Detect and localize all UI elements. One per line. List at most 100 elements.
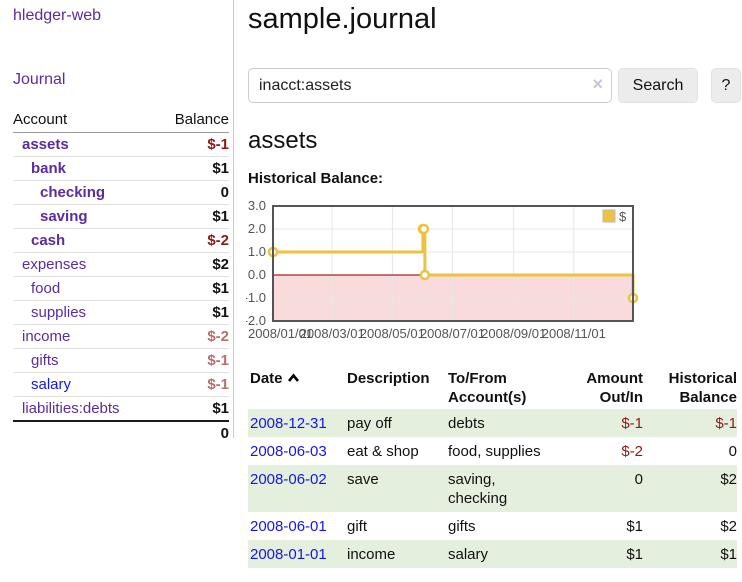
- account-row: salary $-1: [13, 372, 229, 397]
- account-link-bank[interactable]: bank: [31, 160, 67, 177]
- help-button[interactable]: ?: [711, 68, 741, 103]
- plot-border: [272, 205, 634, 322]
- sort-ascending-icon: [287, 373, 299, 382]
- register-header-row: Date Description To/From Account(s) Amou…: [248, 367, 737, 409]
- account-link-food[interactable]: food: [31, 280, 61, 297]
- account-row: supplies $1: [13, 300, 229, 325]
- clear-search-icon[interactable]: ×: [592, 74, 603, 94]
- account-link-saving[interactable]: saving: [40, 208, 88, 225]
- hledger-web-app: hledger-web Journal Account Balance asse…: [0, 0, 742, 568]
- account-balance: $2: [156, 252, 229, 277]
- transaction-balance: $1: [643, 540, 737, 568]
- account-link-checking[interactable]: checking: [40, 184, 106, 201]
- y-tick-label: 0.0: [248, 267, 266, 282]
- account-row: expenses $2: [13, 252, 229, 277]
- transaction-balance: $2: [643, 465, 737, 512]
- x-tick-label: 2008/07/01: [420, 326, 485, 341]
- account-balance: $-2: [156, 228, 229, 253]
- y-tick-label: 3.0: [248, 200, 266, 213]
- sidebar-divider: [233, 0, 234, 438]
- transaction-amount: $1: [566, 540, 643, 568]
- transaction-date-link[interactable]: 2008-06-01: [250, 518, 327, 535]
- account-row: food $1: [13, 276, 229, 301]
- account-link-income[interactable]: income: [22, 328, 71, 345]
- account-link-liabilities-debts[interactable]: liabilities:debts: [22, 400, 120, 417]
- account-row: checking 0: [13, 180, 229, 205]
- account-balance: $-1: [156, 372, 229, 397]
- account-balance: $1: [212, 400, 229, 417]
- register-row: 2008-01-01 income salary $1 $1: [248, 540, 737, 568]
- legend-label: $: [619, 209, 627, 224]
- register-header-amount: Amount Out/In: [586, 370, 643, 406]
- accounts-total: 0: [156, 420, 229, 445]
- account-balance: $1: [156, 276, 229, 301]
- chart-title: Historical Balance:: [248, 170, 384, 187]
- account-balance: $-1: [156, 132, 229, 157]
- search-button[interactable]: Search: [618, 68, 698, 103]
- transaction-description: eat & shop: [347, 443, 419, 460]
- transaction-description: income: [345, 540, 446, 568]
- accounts-total-row: 0: [13, 420, 229, 445]
- transaction-accounts: gifts: [448, 518, 476, 535]
- register-row: 2008-12-31 pay off debts $-1 $-1: [248, 409, 737, 437]
- data-point-marker: [419, 269, 431, 281]
- account-row: income $-2: [13, 324, 229, 349]
- transaction-description: save: [345, 465, 446, 512]
- sidebar-item-journal[interactable]: Journal: [13, 71, 66, 88]
- x-tick-label: 2008/11/01: [542, 326, 606, 341]
- legend-swatch: [602, 209, 616, 223]
- transaction-date-link[interactable]: 2008-06-02: [250, 471, 327, 488]
- transaction-amount: $-2: [621, 443, 643, 460]
- x-tick-label: 2008/03/01: [300, 326, 365, 341]
- account-link-expenses[interactable]: expenses: [22, 256, 87, 273]
- account-balance: $1: [156, 156, 229, 181]
- account-link-salary[interactable]: salary: [31, 376, 72, 393]
- search-input[interactable]: [248, 68, 612, 103]
- y-tick-label: -2.0: [246, 313, 266, 328]
- x-tick-label: 2008/01/01: [248, 326, 313, 341]
- account-link-gifts[interactable]: gifts: [31, 352, 59, 369]
- register-table: Date Description To/From Account(s) Amou…: [248, 367, 737, 568]
- transaction-date-link[interactable]: 2008-12-31: [250, 415, 327, 432]
- account-row: gifts $-1: [13, 348, 229, 373]
- brand-link[interactable]: hledger-web: [13, 7, 102, 24]
- account-row: bank $1: [13, 156, 229, 181]
- transaction-date-link[interactable]: 2008-06-03: [250, 443, 327, 460]
- transaction-accounts: food, supplies: [448, 443, 541, 460]
- register-header-date[interactable]: Date: [248, 367, 345, 409]
- accounts-header-account: Account: [13, 108, 157, 133]
- register-row: 2008-06-02 save saving, checking 0 $2: [248, 465, 737, 512]
- accounts-header-row: Account Balance: [13, 108, 229, 133]
- historical-balance-chart[interactable]: $ 3.0 2.0 1.0 0.0 -1.0 -2.02008/01/012008/03/…: [246, 200, 706, 348]
- sidebar: hledger-web Journal Account Balance asse…: [0, 0, 234, 568]
- register-row: 2008-06-01 gift gifts $1 $2: [248, 512, 737, 540]
- transaction-date-link[interactable]: 2008-01-01: [250, 546, 327, 563]
- y-tick-label: 1.0: [248, 244, 266, 259]
- transaction-accounts: debts: [448, 415, 485, 432]
- account-link-assets[interactable]: assets: [22, 136, 69, 153]
- account-balance: $-1: [156, 348, 229, 373]
- register-header-balance: Historical Balance: [668, 370, 737, 406]
- account-balance: $1: [156, 204, 229, 229]
- transaction-amount: $-1: [566, 409, 643, 437]
- account-link-cash[interactable]: cash: [31, 232, 66, 249]
- register-header-description: Description: [347, 370, 430, 387]
- search-form: × Search ?: [248, 68, 742, 103]
- transaction-accounts: salary: [448, 546, 489, 563]
- transaction-description: gift: [347, 518, 368, 535]
- account-row: liabilities:debts $1: [13, 397, 229, 422]
- account-heading: assets: [248, 127, 318, 154]
- account-link-supplies[interactable]: supplies: [31, 304, 87, 321]
- transaction-amount: 0: [566, 465, 643, 512]
- transaction-balance: 0: [728, 443, 737, 460]
- register-row: 2008-06-03 eat & shop food, supplies $-2…: [248, 437, 737, 465]
- transaction-accounts: saving, checking: [448, 471, 508, 507]
- account-row: assets $-1: [13, 132, 229, 157]
- page-title: sample.journal: [248, 3, 437, 35]
- register-header-account: To/From Account(s): [448, 370, 527, 406]
- x-tick-label: 2008/09/01: [481, 326, 546, 341]
- search-box: ×: [248, 68, 612, 103]
- transaction-description: pay off: [345, 409, 446, 437]
- account-row: cash $-2: [13, 228, 229, 253]
- accounts-header-balance: Balance: [156, 108, 229, 133]
